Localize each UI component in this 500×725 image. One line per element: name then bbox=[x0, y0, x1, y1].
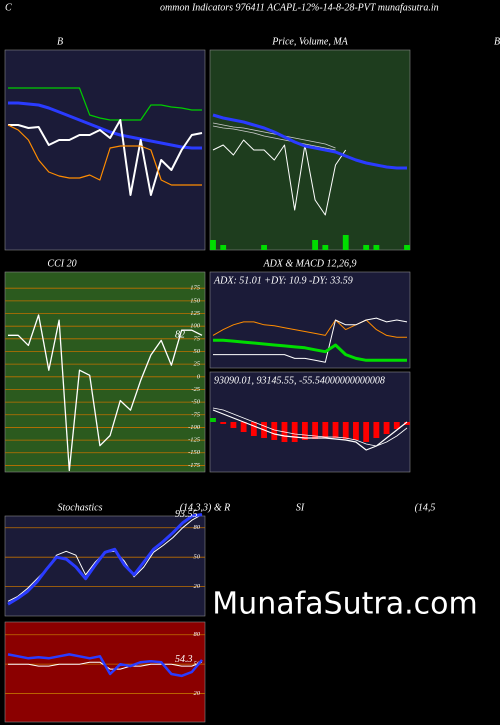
panel bbox=[4, 271, 206, 473]
series-line bbox=[7, 653, 203, 678]
series-line bbox=[212, 139, 347, 216]
bar bbox=[240, 422, 247, 432]
bar bbox=[322, 245, 329, 250]
bar bbox=[291, 422, 298, 442]
series-line bbox=[212, 409, 408, 451]
panel-title: B bbox=[494, 36, 500, 47]
panel-title: (14,3,3) & R bbox=[180, 502, 231, 513]
series-line bbox=[8, 119, 203, 196]
y-tick-label: -125 bbox=[188, 437, 201, 444]
y-tick-label: 20 bbox=[194, 583, 201, 590]
bar bbox=[322, 422, 329, 438]
y-tick-label: 80 bbox=[194, 524, 201, 531]
bar bbox=[250, 422, 257, 436]
series-line bbox=[213, 317, 408, 363]
bar bbox=[373, 422, 380, 438]
bar bbox=[342, 422, 349, 439]
series-line bbox=[7, 513, 203, 606]
y-tick-label: 100 bbox=[190, 323, 201, 330]
series-line bbox=[7, 124, 202, 186]
y-tick-label: -150 bbox=[188, 449, 201, 456]
y-tick-label: 0 bbox=[197, 373, 201, 380]
info-text: ADX: 51.01 +DY: 10.9 -DY: 33.59 bbox=[213, 275, 353, 286]
series-line bbox=[212, 122, 336, 149]
y-tick-label: 80 bbox=[194, 631, 201, 638]
series-line bbox=[212, 125, 336, 151]
bar bbox=[220, 422, 227, 424]
series-line bbox=[213, 338, 407, 362]
value-label: 82 bbox=[175, 330, 185, 341]
info-text: 93090.01, 93145.55, -55.54000000000008 bbox=[214, 375, 385, 386]
series-line bbox=[212, 319, 407, 338]
header-letter: C bbox=[5, 2, 12, 13]
y-tick-label: 75 bbox=[194, 335, 201, 342]
y-tick-label: 175 bbox=[190, 285, 201, 292]
panel bbox=[4, 49, 206, 251]
bar bbox=[404, 245, 410, 250]
y-tick-label: -100 bbox=[188, 424, 201, 431]
bar bbox=[210, 240, 216, 250]
panel bbox=[4, 621, 206, 723]
panel-title: Price, Volume, MA bbox=[271, 36, 348, 47]
series-line bbox=[8, 101, 202, 150]
bar bbox=[220, 245, 227, 250]
bar bbox=[271, 422, 278, 440]
value-label: 54.3 bbox=[175, 654, 193, 665]
header: ommon Indicators 976411 ACAPL-12%-14-8-2… bbox=[160, 2, 439, 13]
bar bbox=[373, 245, 380, 250]
panel-title: ADX & MACD 12,26,9 bbox=[262, 258, 356, 269]
series-line bbox=[8, 87, 202, 121]
series-line bbox=[212, 407, 408, 447]
series-line bbox=[8, 314, 203, 472]
panel-title: CCI 20 bbox=[47, 258, 76, 269]
panel-title: Stochastics bbox=[58, 502, 103, 513]
bar bbox=[210, 418, 216, 422]
series-line bbox=[212, 113, 407, 170]
bar bbox=[363, 245, 370, 250]
bar bbox=[383, 422, 390, 434]
panel bbox=[209, 371, 411, 473]
panel-title: (14,5 bbox=[415, 502, 436, 513]
panel-title: B bbox=[57, 36, 63, 47]
bar bbox=[261, 245, 267, 250]
bar bbox=[363, 422, 370, 442]
bar bbox=[312, 240, 319, 250]
y-tick-label: 25 bbox=[194, 361, 201, 368]
value-label: 93.55 bbox=[175, 509, 198, 520]
bar bbox=[301, 422, 308, 440]
bar bbox=[230, 422, 237, 428]
bar bbox=[332, 422, 339, 438]
y-tick-label: -75 bbox=[191, 411, 200, 418]
y-tick-label: 125 bbox=[190, 310, 201, 317]
panel bbox=[209, 49, 411, 251]
y-tick-label: 150 bbox=[190, 297, 201, 304]
y-tick-label: 50 bbox=[194, 554, 201, 561]
panel bbox=[209, 271, 411, 369]
bar bbox=[404, 422, 410, 425]
y-tick-label: -50 bbox=[191, 399, 200, 406]
bar bbox=[353, 422, 359, 440]
bar bbox=[342, 235, 349, 250]
y-tick-label: 20 bbox=[194, 690, 201, 697]
y-tick-label: -175 bbox=[188, 462, 201, 469]
bar bbox=[393, 422, 400, 429]
y-tick-label: 50 bbox=[194, 348, 201, 355]
y-tick-label: -25 bbox=[191, 386, 200, 393]
watermark: MunafaSutra.com bbox=[212, 587, 477, 622]
bar bbox=[312, 422, 319, 439]
panel-title: SI bbox=[296, 502, 305, 513]
